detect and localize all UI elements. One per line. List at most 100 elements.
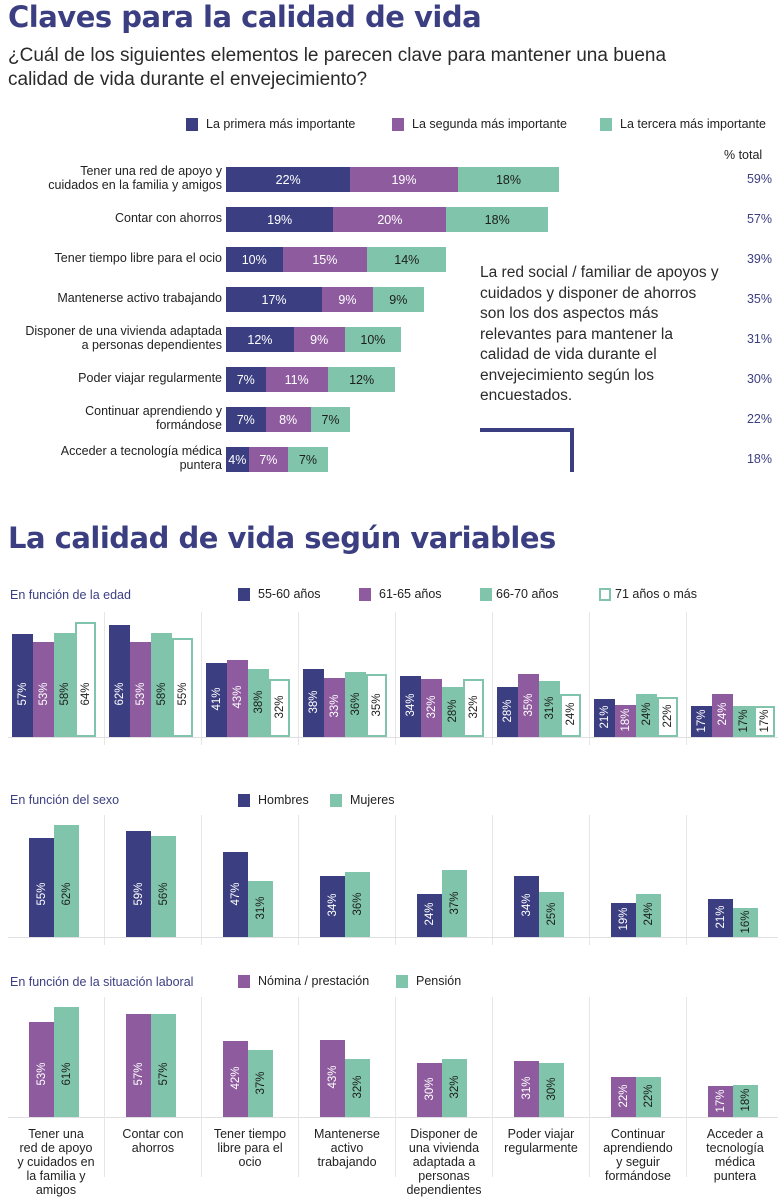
group-divider — [492, 997, 493, 1125]
category-label: Tener tiempo libre para el ocio — [205, 1127, 295, 1169]
group-divider — [589, 997, 590, 1125]
bar-mujeres — [442, 870, 467, 937]
subtitle-line-2: calidad de vida durante el envejecimient… — [8, 69, 368, 90]
row-label: Contar con ahorros — [0, 211, 222, 225]
category-label-line: y cuidados en — [17, 1155, 95, 1169]
bar-segment-1: 7% — [226, 407, 266, 432]
bar-segment-1: 10% — [226, 247, 283, 272]
group-divider — [395, 612, 396, 745]
row-label: Acceder a tecnología médica puntera — [0, 444, 222, 472]
total-value: 22% — [746, 412, 772, 426]
legend-age-1: 55-60 años — [238, 587, 321, 601]
group-divider — [589, 1117, 590, 1177]
bar-n-mina-prestaci-n — [29, 1021, 54, 1117]
legend-label-age-3: 66-70 años — [496, 587, 559, 601]
category-label-line: red de apoyo — [19, 1141, 93, 1155]
bar-value-label: 30% — [423, 1077, 436, 1101]
bar-value-label: 37% — [448, 891, 461, 915]
row-label-line: Continuar aprendiendo y — [85, 403, 222, 418]
bar-value-label: 57% — [132, 1062, 145, 1086]
bar-61-65-a-os — [324, 677, 345, 737]
row-label: Continuar aprendiendo y formándose — [0, 404, 222, 432]
group-divider — [201, 815, 202, 945]
bar-value-label: 17% — [737, 709, 750, 733]
bar-segment-2: 8% — [265, 407, 311, 432]
category-label-line: activo — [330, 1141, 364, 1155]
bar-n-mina-prestaci-n — [514, 1061, 539, 1117]
category-label: Mantenerse activo trabajando — [302, 1127, 392, 1169]
category-label-line: trabajando — [317, 1155, 377, 1169]
bar-66-70-a-os — [733, 706, 754, 737]
bar-value-label: 32% — [425, 695, 438, 719]
legend-third: La tercera más importante — [600, 117, 766, 131]
bar-hombres — [320, 875, 345, 937]
bar-66-70-a-os — [54, 632, 75, 737]
bar-segment-3: 18% — [457, 167, 560, 192]
bar-value-label: 16% — [739, 910, 752, 934]
group-divider — [298, 815, 299, 945]
bar-value-label: 35% — [370, 692, 383, 717]
category-label-line: ocio — [238, 1155, 262, 1169]
bar-value-label: 21% — [714, 905, 727, 929]
legend-swatch-age-1 — [238, 587, 250, 601]
row-label-line: a personas dependientes — [81, 337, 222, 352]
bar-value-label: 37% — [254, 1071, 267, 1095]
category-label-line: formándose — [604, 1169, 671, 1183]
bar-value-label: 32% — [467, 695, 480, 719]
bar-segment-3: 10% — [344, 327, 402, 352]
row-label-line: Tener una red de apoyo y — [80, 163, 222, 178]
group-divider — [589, 815, 590, 945]
row-label-line: Mantenerse activo trabajando — [57, 290, 222, 305]
stacked-bar: 22% 19% 18% — [226, 167, 560, 192]
bar-pensi-n — [539, 1063, 564, 1117]
category-label-line: dependientes — [406, 1183, 482, 1197]
total-value: 57% — [746, 212, 772, 226]
group-divider — [492, 815, 493, 945]
bar-value-label: 36% — [349, 692, 362, 716]
bar-n-mina-prestaci-n — [126, 1014, 151, 1117]
bar-pensi-n — [636, 1077, 661, 1117]
legend-label-labor-2: Pensión — [416, 974, 462, 988]
total-value: 18% — [746, 452, 772, 466]
bar-value-label: 17% — [714, 1089, 727, 1113]
row-label: Poder viajar regularmente — [0, 371, 222, 385]
bar-71-a-os-o-m-s — [657, 697, 678, 737]
bar-value-label: 24% — [640, 702, 653, 726]
bar-71-a-os-o-m-s — [269, 679, 290, 737]
bar-value-label: 18% — [619, 708, 632, 732]
category-label: Tener una red de apoyo y cuidados en la fam… — [11, 1127, 101, 1197]
bar-n-mina-prestaci-n — [708, 1086, 733, 1117]
row-label-line: Poder viajar regularmente — [78, 370, 222, 385]
bar-value-label: 24% — [423, 902, 436, 926]
category-label-line: médica — [714, 1155, 756, 1169]
group-divider — [104, 997, 105, 1125]
bar-value-label: 55% — [35, 882, 48, 906]
bar-value-label: 59% — [132, 882, 145, 906]
bar-value-label: 61% — [60, 1062, 73, 1086]
bar-61-65-a-os — [518, 674, 539, 737]
bar-value-label: 35% — [522, 692, 535, 717]
bar-mujeres — [54, 825, 79, 937]
legend-label-age-2: 61-65 años — [379, 587, 442, 601]
sex-section-label: En función del sexo — [10, 793, 120, 807]
legend-labor-2: Pensión — [396, 974, 461, 988]
bar-hombres — [223, 852, 248, 937]
bar-pensi-n — [733, 1084, 758, 1117]
bar-segment-3: 9% — [372, 287, 424, 312]
category-label-line: regularmente — [504, 1141, 578, 1155]
bar-61-65-a-os — [712, 693, 733, 737]
stacked-bar: 12% 9% 10% — [226, 327, 402, 352]
bar-segment-2: 15% — [282, 247, 368, 272]
bar-value-label: 31% — [520, 1076, 533, 1100]
chart-baseline — [8, 937, 778, 938]
bar-hombres — [126, 830, 151, 937]
bar-61-65-a-os — [130, 641, 151, 737]
bar-66-70-a-os — [636, 693, 657, 737]
subtitle-line-1: ¿Cuál de los siguientes elementos le par… — [8, 45, 667, 66]
bar-value-label: 38% — [307, 690, 320, 714]
category-label-line: Acceder a — [706, 1127, 764, 1141]
bar-hombres — [417, 893, 442, 937]
bar-61-65-a-os — [615, 704, 636, 737]
category-label-line: puntera — [713, 1169, 757, 1183]
category-label-line: Poder viajar — [507, 1127, 575, 1141]
